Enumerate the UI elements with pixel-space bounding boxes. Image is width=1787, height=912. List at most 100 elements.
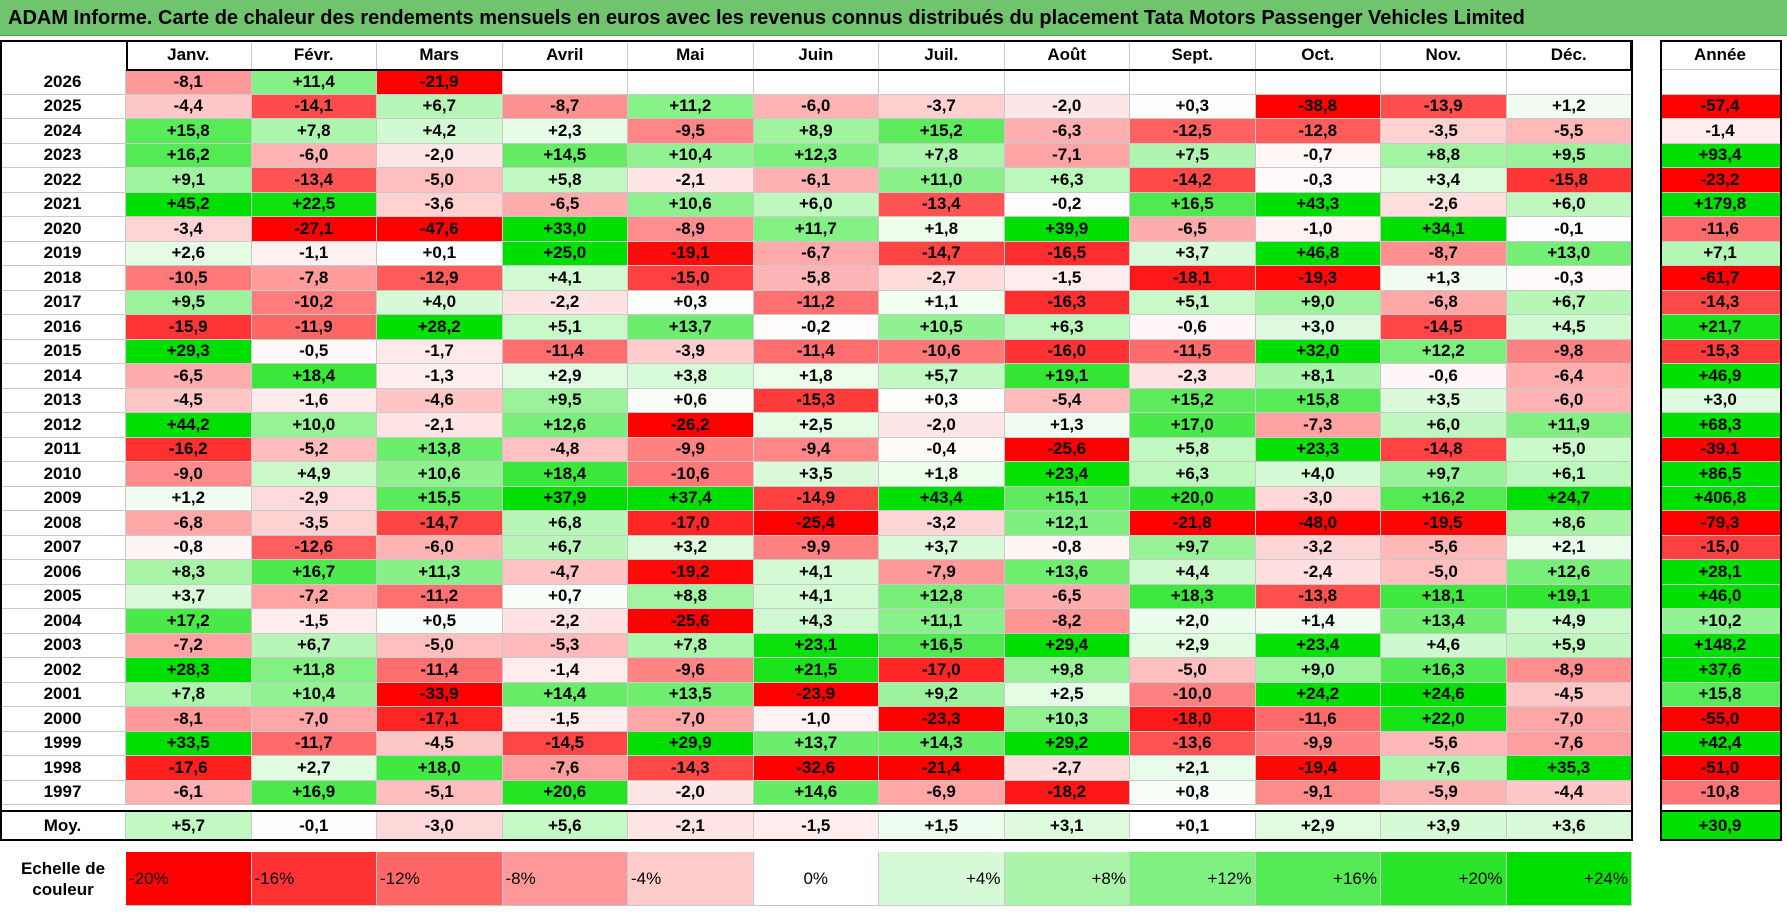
row-year-label: 2018 <box>0 266 126 291</box>
heatmap-cell: -14,7 <box>377 511 503 536</box>
column-header: Févr. <box>251 40 377 70</box>
annual-cell: +21,7 <box>1660 315 1781 340</box>
heatmap-cell: +9,2 <box>879 682 1005 707</box>
heatmap-cell: +12,8 <box>879 584 1005 609</box>
heatmap-cell: +16,5 <box>879 633 1005 658</box>
heatmap-cell: +23,4 <box>1004 462 1130 487</box>
year-column-header: Année <box>1660 40 1781 70</box>
heatmap-cell: +7,8 <box>879 143 1005 168</box>
heatmap-cell: -17,6 <box>126 756 252 781</box>
row-year-label: 2001 <box>0 682 126 707</box>
heatmap-cell: -6,9 <box>879 780 1005 805</box>
heatmap-cell: -4,4 <box>126 94 252 119</box>
heatmap-cell: +6,7 <box>377 94 503 119</box>
column-header: Mai <box>628 40 754 70</box>
heatmap-cell: -9,5 <box>628 119 754 144</box>
average-label: Moy. <box>0 811 126 841</box>
heatmap-cell: -5,8 <box>753 266 879 291</box>
heatmap-cell: +9,0 <box>1255 290 1381 315</box>
heatmap-cell: -6,0 <box>377 535 503 560</box>
heatmap-cell: +16,7 <box>251 560 377 585</box>
heatmap-cell: +6,0 <box>1506 192 1632 217</box>
heatmap-cell: -8,7 <box>502 94 628 119</box>
heatmap-cell: -4,5 <box>377 731 503 756</box>
heatmap-cell: -18,1 <box>1130 266 1256 291</box>
heatmap-cell: -14,2 <box>1130 168 1256 193</box>
heatmap-cell: -2,0 <box>879 413 1005 438</box>
heatmap-cell: +9,7 <box>1381 462 1507 487</box>
heatmap-cell: -14,8 <box>1381 437 1507 462</box>
heatmap-cell: -2,2 <box>502 290 628 315</box>
heatmap-cell: -6,8 <box>1381 290 1507 315</box>
heatmap-cell: +2,6 <box>126 241 252 266</box>
heatmap-cell: +13,5 <box>628 682 754 707</box>
heatmap-cell: +2,1 <box>1506 535 1632 560</box>
heatmap-cell: +13,6 <box>1004 560 1130 585</box>
heatmap-cell: +4,5 <box>1506 315 1632 340</box>
heatmap-cell: -6,5 <box>1004 584 1130 609</box>
heatmap-cell: -9,0 <box>126 462 252 487</box>
heatmap-cell: -19,4 <box>1255 756 1381 781</box>
heatmap-cell: -5,2 <box>251 437 377 462</box>
heatmap-cell: +19,1 <box>1506 584 1632 609</box>
heatmap-cell: +0,3 <box>1130 94 1256 119</box>
heatmap-cell: -8,1 <box>126 707 252 732</box>
heatmap-cell: +10,6 <box>628 192 754 217</box>
heatmap-cell: +12,1 <box>1004 511 1130 536</box>
heatmap-cell: +4,0 <box>377 290 503 315</box>
heatmap-cell: -32,6 <box>753 756 879 781</box>
color-scale-step: -8% <box>502 852 628 906</box>
heatmap-cell: +2,5 <box>1004 682 1130 707</box>
heatmap-cell: +13,8 <box>377 437 503 462</box>
heatmap-cell: +7,8 <box>251 119 377 144</box>
heatmap-cell: +13,7 <box>628 315 754 340</box>
heatmap-cell: +6,1 <box>1506 462 1632 487</box>
average-cell: -0,1 <box>251 811 377 841</box>
heatmap-cell: +2,1 <box>1130 756 1256 781</box>
heatmap-cell: +4,9 <box>251 462 377 487</box>
heatmap-cell: +7,5 <box>1130 143 1256 168</box>
heatmap-cell: -17,1 <box>377 707 503 732</box>
heatmap-cell: -6,5 <box>502 192 628 217</box>
heatmap-cell: +7,8 <box>628 633 754 658</box>
heatmap-cell: +28,2 <box>377 315 503 340</box>
heatmap-cell: -4,5 <box>126 388 252 413</box>
row-year-label: 2013 <box>0 388 126 413</box>
column-header: Nov. <box>1381 40 1507 70</box>
heatmap-cell: -21,9 <box>377 70 503 95</box>
heatmap-cell: +13,0 <box>1506 241 1632 266</box>
annual-cell: +37,6 <box>1660 658 1781 683</box>
heatmap-cell: +13,4 <box>1381 609 1507 634</box>
heatmap-cell: +16,9 <box>251 780 377 805</box>
heatmap-cell: +37,9 <box>502 486 628 511</box>
heatmap-cell: -3,4 <box>126 217 252 242</box>
row-year-label: 2017 <box>0 290 126 315</box>
heatmap-cell: +1,2 <box>126 486 252 511</box>
heatmap-cell: +25,0 <box>502 241 628 266</box>
heatmap-cell: +9,0 <box>1255 658 1381 683</box>
heatmap-cell: +24,2 <box>1255 682 1381 707</box>
heatmap-cell: -18,0 <box>1130 707 1256 732</box>
heatmap-cell: -7,0 <box>628 707 754 732</box>
heatmap-cell: -3,5 <box>1381 119 1507 144</box>
heatmap-cell: -9,9 <box>753 535 879 560</box>
heatmap-cell: -0,1 <box>1506 217 1632 242</box>
color-scale-step: +20% <box>1381 852 1507 906</box>
color-scale-label-line1: Echelle de <box>20 859 106 878</box>
column-header: Juil. <box>879 40 1005 70</box>
color-scale-step: 0% <box>753 852 879 906</box>
annual-cell: -11,6 <box>1660 217 1781 242</box>
average-cell: +1,5 <box>879 811 1005 841</box>
heatmap-cell: +24,6 <box>1381 682 1507 707</box>
heatmap-cell: +12,2 <box>1381 339 1507 364</box>
heatmap-cell: +29,2 <box>1004 731 1130 756</box>
row-year-label: 2009 <box>0 486 126 511</box>
heatmap-cell: -25,6 <box>1004 437 1130 462</box>
row-year-label: 2000 <box>0 707 126 732</box>
heatmap-cell: -7,2 <box>126 633 252 658</box>
heatmap-cell: -8,2 <box>1004 609 1130 634</box>
heatmap-cell: +4,2 <box>377 119 503 144</box>
heatmap-cell: -13,8 <box>1255 584 1381 609</box>
heatmap-cell: +4,0 <box>1255 462 1381 487</box>
heatmap-cell: -1,4 <box>502 658 628 683</box>
